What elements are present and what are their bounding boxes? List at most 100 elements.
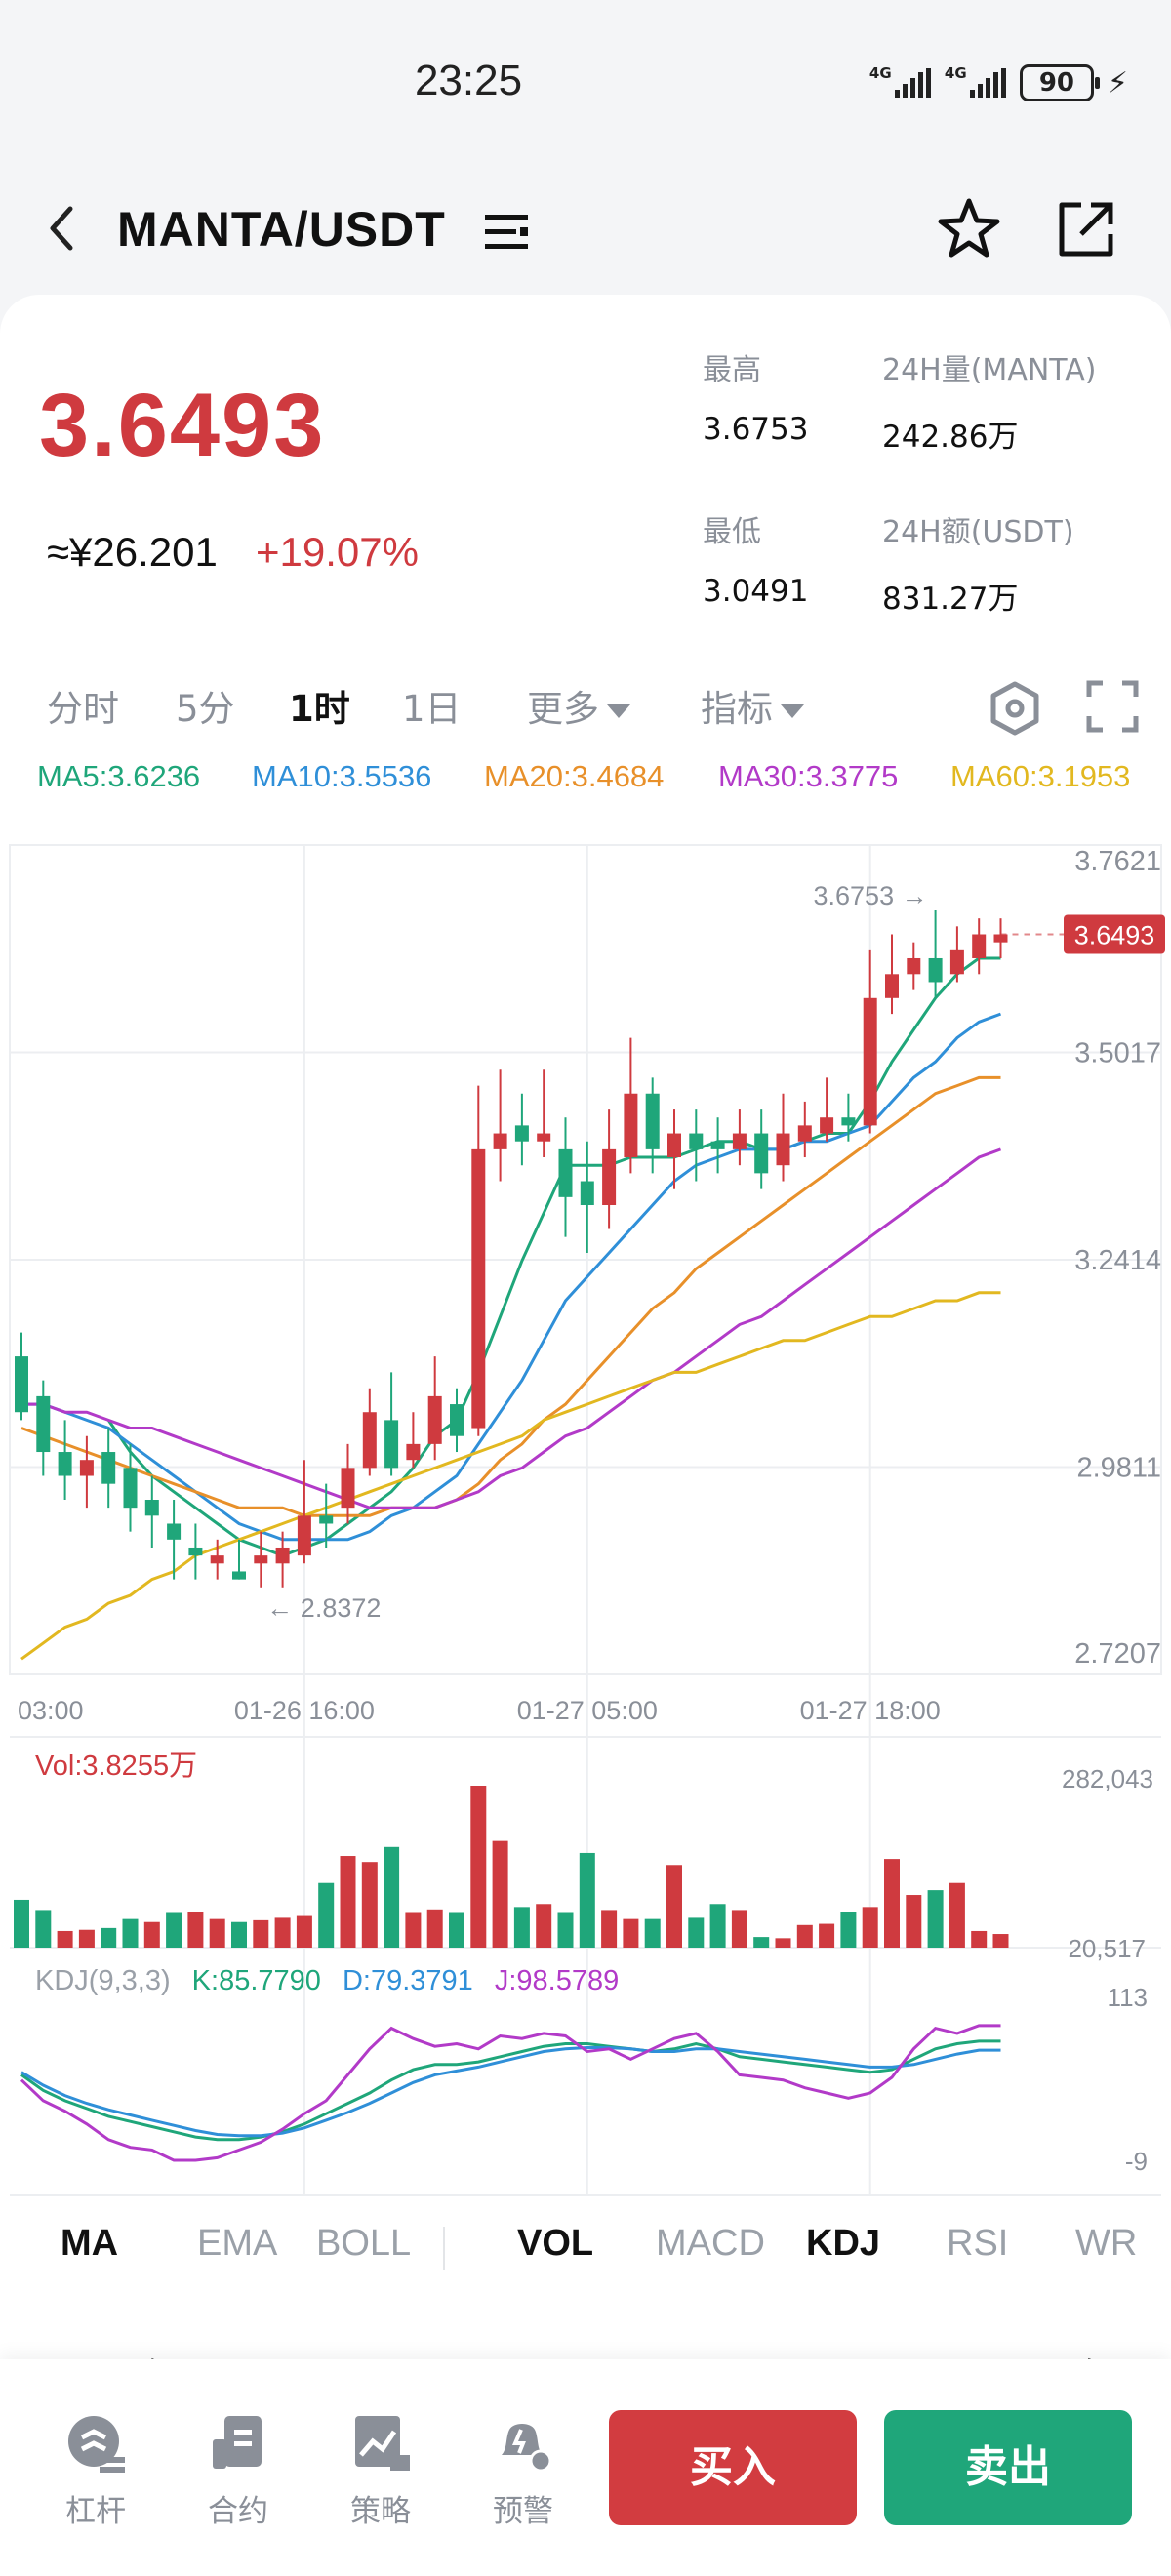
nav-alert[interactable]: 预警 [474,2412,572,2530]
kdj-line-j [20,2024,1001,2162]
candle [602,1148,617,1206]
nav-contract[interactable]: 合约 [189,2412,287,2530]
price-tick-label: 2.7207 [1074,1638,1161,1670]
buy-button[interactable]: 买入 [609,2410,857,2525]
interval-tabs: 分时 5分 1时 1日 更多 指标 [0,665,1171,744]
candle [123,1468,138,1509]
candle [841,1117,856,1126]
candles [15,910,1008,1588]
volume-bar [949,1882,965,1948]
favorite-star-icon[interactable] [935,195,1003,263]
ma-line-ma10 [21,1012,1002,1542]
nav-alert-label: 预警 [493,2494,553,2529]
tab-boll[interactable]: BOLL [316,2223,412,2264]
volume-bar [143,1921,160,1948]
candle [167,1523,182,1540]
pair-list-icon[interactable] [483,211,530,254]
tab-more[interactable]: 更多 [527,679,630,732]
tab-1h[interactable]: 1时 [289,688,350,730]
kdj-max-label: 113 [1107,1983,1148,2012]
candle [558,1148,573,1197]
volume-bar [384,1846,400,1948]
ma-line-ma5 [106,956,1001,1557]
volume-bar [361,1862,378,1948]
divider [443,2227,445,2270]
candle [732,1133,747,1149]
strategy-icon [355,2416,410,2471]
nav-strategy-label: 策略 [350,2494,411,2529]
candle [993,934,1008,943]
tab-wr[interactable]: WR [1075,2223,1138,2264]
volume-bar [209,1918,225,1948]
candle [514,1125,529,1142]
leverage-icon [68,2416,125,2473]
candle [254,1555,268,1564]
volume-bar [14,1899,29,1948]
candle [297,1515,311,1556]
tab-ema[interactable]: EMA [197,2223,278,2264]
volume-bar [796,1924,813,1948]
tab-more-label: 更多 [527,688,599,730]
kline-chart[interactable]: 3.7621 3.5017 3.2414 2.9811 2.7207 03:00 01-2… [0,0,1171,2244]
tab-kdj[interactable]: KDJ [806,2223,881,2264]
ma-legend: MA5:3.6236 MA10:3.5536 MA20:3.4684 MA30:… [0,753,1171,802]
low-annotation: ← 2.8372 [266,1593,381,1623]
kdj-pane [20,2024,1001,2162]
time-tick-label: 01-26 16:00 [234,1696,375,1725]
candle [907,957,921,975]
candle [341,1468,355,1509]
ma-lines [20,956,1002,1661]
share-icon[interactable] [1052,195,1120,263]
caret-down-icon [781,704,804,718]
tab-macd[interactable]: MACD [656,2223,765,2264]
candle [885,974,899,998]
tab-vol[interactable]: VOL [517,2223,594,2264]
price-tick-label: 2.9811 [1076,1453,1161,1484]
ma60-value: MA60:3.1953 [950,759,1131,793]
kdj-j-value: J:98.5789 [494,1965,620,1996]
tab-ma[interactable]: MA [61,2223,119,2264]
nav-strategy[interactable]: 策略 [332,2412,429,2530]
candle [624,1093,638,1158]
candle [797,1125,812,1142]
candle [863,997,877,1126]
bottom-action-bar: 杠杆 合约 策略 预警 买入 卖出 [0,2359,1171,2576]
ma5-value: MA5:3.6236 [37,759,201,793]
volume-bar [274,1917,291,1948]
tab-timeshare[interactable]: 分时 [47,688,119,730]
alert-bell-icon [502,2424,552,2473]
fullscreen-icon[interactable] [1085,679,1140,734]
caret-down-icon [607,704,630,718]
tab-5m[interactable]: 5分 [176,688,235,730]
sell-button[interactable]: 卖出 [884,2410,1132,2525]
candle [972,934,987,958]
time-tick-label: 03:00 [18,1696,84,1725]
ma10-value: MA10:3.5536 [252,759,432,793]
back-button[interactable] [35,199,94,258]
candle [427,1395,442,1444]
chart-settings-icon[interactable] [986,679,1044,738]
volume-bar [709,1904,726,1948]
time-tick-label: 01-27 18:00 [800,1696,941,1725]
amount-24h-label: 24H额(USDT) [882,515,1074,549]
volume-bar [296,1915,312,1948]
volume-bar [231,1921,247,1948]
volume-bar [557,1912,574,1948]
candle [537,1133,551,1142]
pair-title[interactable]: MANTA/USDT [117,202,446,257]
volume-bar [992,1934,1009,1948]
tab-1d[interactable]: 1日 [402,688,462,730]
volume-bar [426,1909,443,1948]
volume-bar [840,1912,857,1948]
volume-bar [318,1882,335,1948]
volume-bar [492,1840,508,1948]
ma30-value: MA30:3.3775 [718,759,899,793]
nav-leverage[interactable]: 杠杆 [47,2412,144,2530]
kdj-d-value: D:79.3791 [342,1965,473,1996]
low-value: 3.0491 [703,574,809,609]
indicator-tabs: MA EMA BOLL VOL MACD KDJ RSI WR [0,2197,1171,2295]
tab-indicators[interactable]: 指标 [701,679,804,732]
volume-bar [623,1918,639,1948]
low-label: 最低 [703,515,761,549]
tab-rsi[interactable]: RSI [947,2223,1009,2264]
